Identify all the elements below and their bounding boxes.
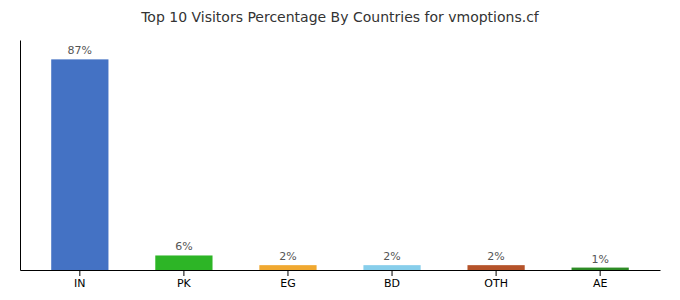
data-label: 6% (175, 240, 192, 253)
bar (155, 255, 212, 270)
x-tick-label: IN (74, 277, 85, 290)
bar (259, 265, 316, 270)
x-axis-line (21, 270, 661, 271)
plot: IN PK EG BD OTH AE 87% 6% 2% 2% 2% 1% (21, 41, 661, 290)
x-tick: IN (74, 270, 85, 290)
x-tick: AE (593, 270, 608, 290)
y-axis-line (20, 41, 21, 271)
x-tick: PK (177, 270, 192, 290)
x-tick: OTH (484, 270, 508, 290)
data-label: 87% (68, 44, 92, 57)
y-axis (20, 41, 21, 271)
bar (572, 268, 629, 270)
bars (51, 59, 629, 270)
bar (51, 59, 108, 270)
x-tick-label: AE (593, 277, 608, 290)
x-tick-mark (183, 270, 184, 276)
x-tick: BD (384, 270, 400, 290)
x-tick-label: PK (177, 277, 192, 290)
data-labels: 87% 6% 2% 2% 2% 1% (68, 44, 609, 265)
data-label: 2% (279, 250, 296, 263)
x-tick-label: EG (280, 277, 295, 290)
data-label: 2% (383, 250, 400, 263)
x-tick-label: OTH (484, 277, 508, 290)
data-label: 1% (591, 253, 608, 266)
x-tick-mark (496, 270, 497, 276)
x-tick-mark (79, 270, 80, 276)
bar (363, 265, 420, 270)
x-tick-mark (287, 270, 288, 276)
x-tick-label: BD (384, 277, 400, 290)
chart: IN PK EG BD OTH AE 87% 6% 2% 2% 2% 1% Top 10 Visitor… (0, 0, 680, 300)
title: Top 10 Visitors Percentage By Countries … (140, 9, 540, 25)
x-tick-mark (600, 270, 601, 276)
x-axis: IN PK EG BD OTH AE (21, 270, 661, 290)
bar (467, 265, 524, 270)
x-tick-mark (392, 270, 393, 276)
x-tick: EG (280, 270, 295, 290)
data-label: 2% (487, 250, 504, 263)
